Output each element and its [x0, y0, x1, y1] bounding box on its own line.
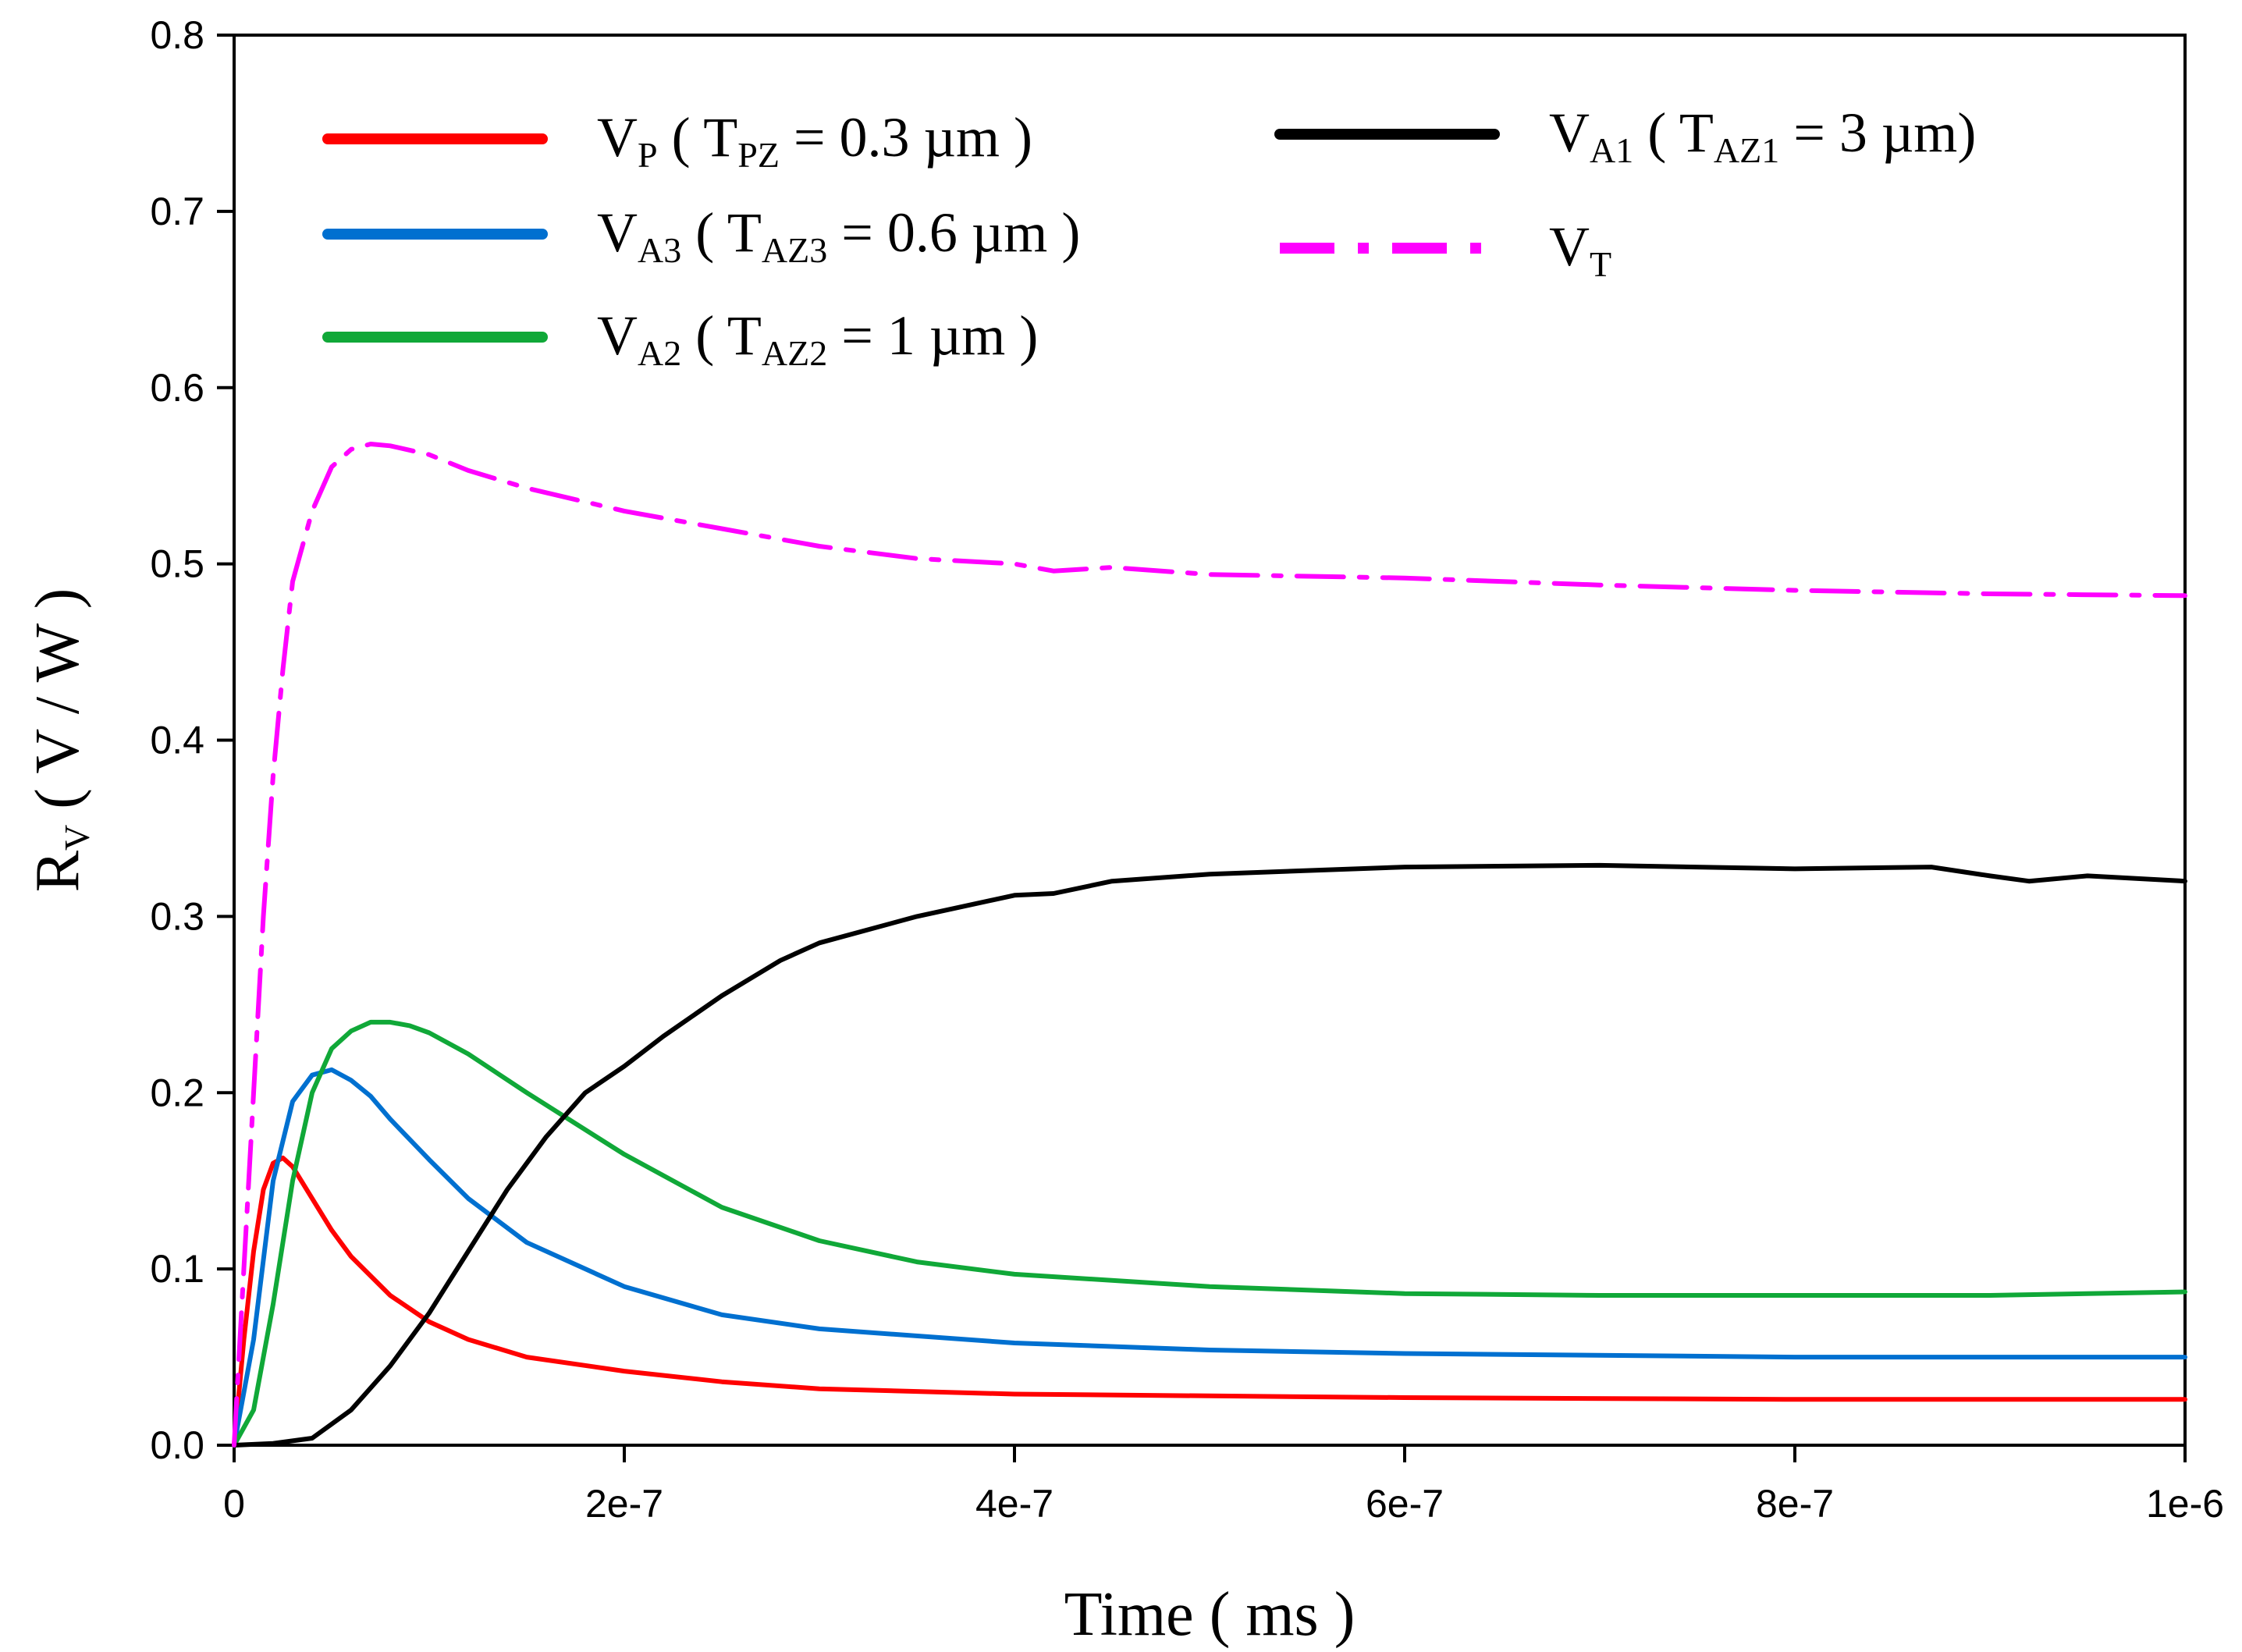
y-tick-label: 0.8	[150, 13, 204, 57]
y-tick-label: 0.3	[150, 894, 204, 938]
legend-label-3: VA2 ( TAZ2 = 1 µm )	[597, 304, 1038, 373]
series-line-1	[232, 1155, 2187, 1448]
x-tick-label: 0	[223, 1482, 245, 1526]
series-line-3	[232, 1019, 2187, 1448]
x-tick-label: 8e-7	[1756, 1482, 1834, 1526]
y-tick-label: 0.7	[150, 190, 204, 233]
x-tick-label: 4e-7	[975, 1482, 1053, 1526]
plot-frame	[233, 34, 2187, 1447]
y-tick-label: 0.0	[150, 1423, 204, 1467]
y-axis-title: RV ( V / W )	[23, 588, 97, 893]
x-axis-title: Time ( ms )	[1064, 1580, 1356, 1649]
series-layer	[232, 442, 2187, 1448]
legend-label-5: VT	[1549, 215, 1611, 284]
y-tick-label: 0.6	[150, 366, 204, 410]
series-line-4	[232, 862, 2187, 1448]
series-line-2	[232, 1067, 2187, 1448]
y-tick-label: 0.1	[150, 1247, 204, 1291]
x-tick-label: 1e-6	[2146, 1482, 2224, 1526]
series-line-5	[232, 442, 2187, 1448]
y-tick-label: 0.4	[150, 719, 204, 762]
y-tick-label: 0.2	[150, 1071, 204, 1114]
x-tick-label: 2e-7	[585, 1482, 663, 1526]
y-tick-label: 0.5	[150, 542, 204, 586]
legend-label-1: VP ( TPZ = 0.3 µm )	[597, 106, 1032, 175]
y-axis-title-main: R	[23, 850, 92, 892]
x-tick-label: 6e-7	[1366, 1482, 1444, 1526]
y-axis-title-sub: V	[57, 825, 97, 851]
legend: VP ( TPZ = 0.3 µm ) VA3 ( TAZ3 = 0.6 µm )…	[322, 101, 1976, 373]
legend-label-4: VA1 ( TAZ1 = 3 µm)	[1549, 101, 1976, 170]
y-axis: 0.0 0.1 0.2 0.3 0.4 0.5 0.6 0.7 0.8	[150, 13, 234, 1467]
x-axis: 0 2e-7 4e-7 6e-7 8e-7 1e-6	[223, 1445, 2224, 1526]
legend-label-2: VA3 ( TAZ3 = 0.6 µm )	[597, 201, 1080, 270]
y-axis-title-rest: ( V / W )	[23, 588, 92, 825]
